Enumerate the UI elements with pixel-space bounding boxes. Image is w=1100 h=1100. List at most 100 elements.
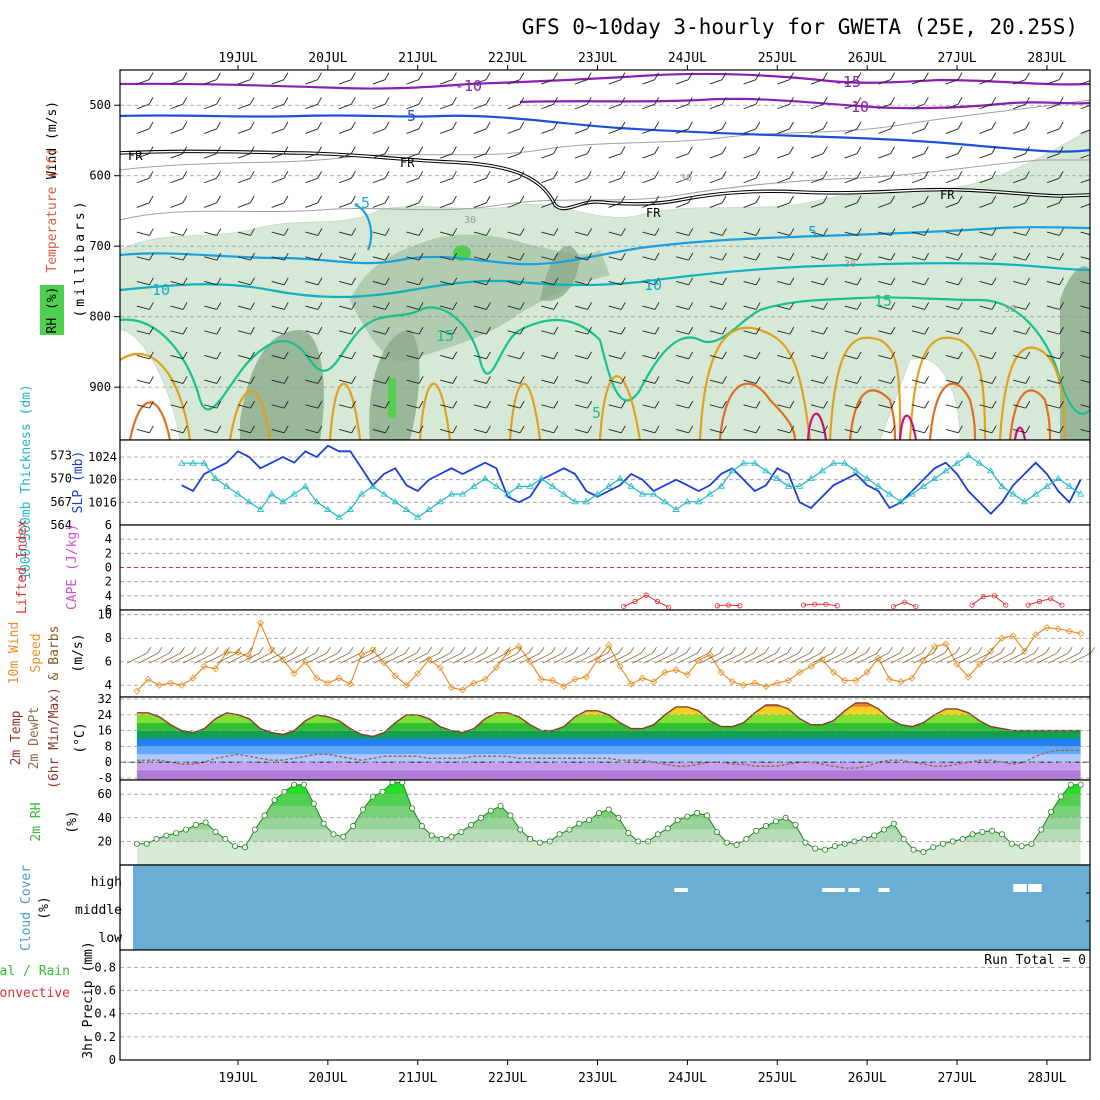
contour-label: -10 bbox=[455, 77, 482, 95]
wind-barb bbox=[406, 153, 419, 159]
wind-barb-feather bbox=[317, 171, 322, 179]
wind-barb-feather bbox=[149, 376, 154, 384]
wind-barb-10m bbox=[508, 652, 530, 664]
wind-barb-feather bbox=[384, 97, 390, 105]
wind-barb bbox=[541, 280, 555, 286]
wind-barb bbox=[743, 231, 757, 236]
wind-barb-feather bbox=[587, 376, 592, 384]
rh-point bbox=[792, 821, 799, 828]
wind-barb-10m-feather bbox=[562, 646, 567, 654]
wind-barb-feather bbox=[216, 351, 222, 360]
wind-barb-feather bbox=[519, 326, 525, 335]
date-label-top: 24JUL bbox=[668, 51, 707, 66]
wind-barb-feather bbox=[317, 146, 322, 154]
wind-tick-label: 10 bbox=[98, 608, 112, 622]
wind-barb-10m bbox=[609, 652, 631, 664]
wind-barb-feather bbox=[249, 97, 255, 105]
wind-barb-10m bbox=[351, 652, 372, 664]
rh-point bbox=[517, 826, 524, 833]
wind-barb bbox=[642, 231, 656, 236]
wind-barb-feather bbox=[317, 228, 323, 236]
wind-barb-feather bbox=[519, 351, 525, 360]
thickness-point bbox=[919, 482, 928, 489]
contour-label: 30 bbox=[1004, 304, 1016, 315]
wind-barb bbox=[1080, 305, 1090, 310]
wind-barb bbox=[844, 128, 858, 134]
wind-barb bbox=[440, 305, 453, 310]
thickness-point bbox=[189, 459, 197, 466]
wind-barb bbox=[642, 202, 655, 208]
wind-barb-10m bbox=[441, 652, 462, 664]
wind-speed-point bbox=[144, 675, 152, 683]
wind-barb-feather bbox=[924, 425, 930, 434]
wind-barb bbox=[473, 305, 487, 310]
wind-barb bbox=[574, 202, 588, 208]
wind-barb bbox=[1046, 330, 1060, 335]
wind-barb-10m bbox=[396, 652, 417, 664]
wind-barb-10m bbox=[834, 652, 855, 664]
wind-barb-feather bbox=[890, 252, 896, 261]
wind-barb-feather bbox=[755, 326, 761, 335]
rh-point bbox=[428, 832, 435, 839]
lifted-index-line bbox=[893, 601, 916, 607]
wind-barb-feather bbox=[822, 72, 828, 80]
wind-barb bbox=[271, 428, 285, 434]
wind-barb-feather bbox=[991, 171, 997, 179]
thickness-point bbox=[267, 490, 276, 497]
wind-barb bbox=[810, 177, 824, 184]
wind-barb bbox=[777, 330, 790, 335]
wind-barb-10m-feather bbox=[506, 646, 511, 654]
wind-barb-10m bbox=[699, 652, 721, 664]
wind-barb-feather bbox=[351, 351, 357, 360]
wind-barb-feather bbox=[317, 425, 323, 434]
rh-point bbox=[222, 836, 229, 843]
wind-barb-feather bbox=[182, 425, 188, 434]
wind-barb bbox=[743, 153, 756, 159]
rh-point bbox=[399, 780, 406, 786]
wind-speed-point bbox=[313, 674, 321, 682]
cloud-unit: (%) bbox=[37, 896, 52, 919]
wind-barb bbox=[170, 79, 183, 85]
wind-speed-point bbox=[436, 664, 444, 672]
rh-point bbox=[300, 781, 307, 788]
thickness-point bbox=[560, 490, 568, 497]
wind-barb-feather bbox=[856, 228, 862, 236]
temp-band bbox=[136, 730, 1081, 739]
chart-title: GFS 0~10day 3-hourly for GWETA (25E, 20.… bbox=[522, 15, 1078, 39]
wind-barb-10m-feather bbox=[315, 646, 320, 654]
wind-barb bbox=[743, 404, 757, 409]
wind-barb bbox=[473, 202, 487, 208]
wind-barb-10m bbox=[295, 652, 316, 664]
wind-barb bbox=[507, 379, 521, 384]
wind-barb bbox=[305, 231, 319, 236]
wind-barb-feather bbox=[586, 72, 592, 80]
thickness-point bbox=[840, 459, 849, 466]
wind-barb bbox=[541, 379, 555, 384]
wind-barb-feather bbox=[486, 228, 491, 236]
wind-barb bbox=[541, 128, 554, 134]
wind-barb-10m bbox=[542, 652, 563, 664]
wind-barb-feather bbox=[587, 252, 592, 261]
wind-barb bbox=[574, 103, 588, 110]
wind-barb bbox=[440, 256, 453, 261]
wind-barb bbox=[372, 79, 386, 85]
wind-barb-feather bbox=[452, 252, 458, 261]
wind-barb-feather bbox=[654, 97, 660, 105]
wind-barb-10m-feather bbox=[719, 646, 725, 654]
wind-barb bbox=[743, 128, 756, 134]
wind-barb-10m-feather bbox=[730, 646, 736, 654]
wind-barb bbox=[136, 330, 150, 335]
wind-barb-feather bbox=[620, 400, 626, 409]
wind-barb-10m bbox=[182, 652, 204, 664]
wind-barb-feather bbox=[924, 376, 930, 384]
lifted-index-line bbox=[803, 603, 838, 607]
wind-barb bbox=[844, 428, 858, 434]
wind-barb-feather bbox=[216, 72, 221, 80]
temp-tick-label: 32 bbox=[98, 692, 112, 706]
wind-barb-10m bbox=[1014, 652, 1035, 664]
wind-barb-feather bbox=[149, 400, 154, 409]
wind-barb-feather bbox=[687, 121, 693, 130]
wind-barb bbox=[608, 177, 622, 184]
wind-barb bbox=[204, 103, 217, 110]
wind-barb-feather bbox=[1025, 121, 1030, 130]
